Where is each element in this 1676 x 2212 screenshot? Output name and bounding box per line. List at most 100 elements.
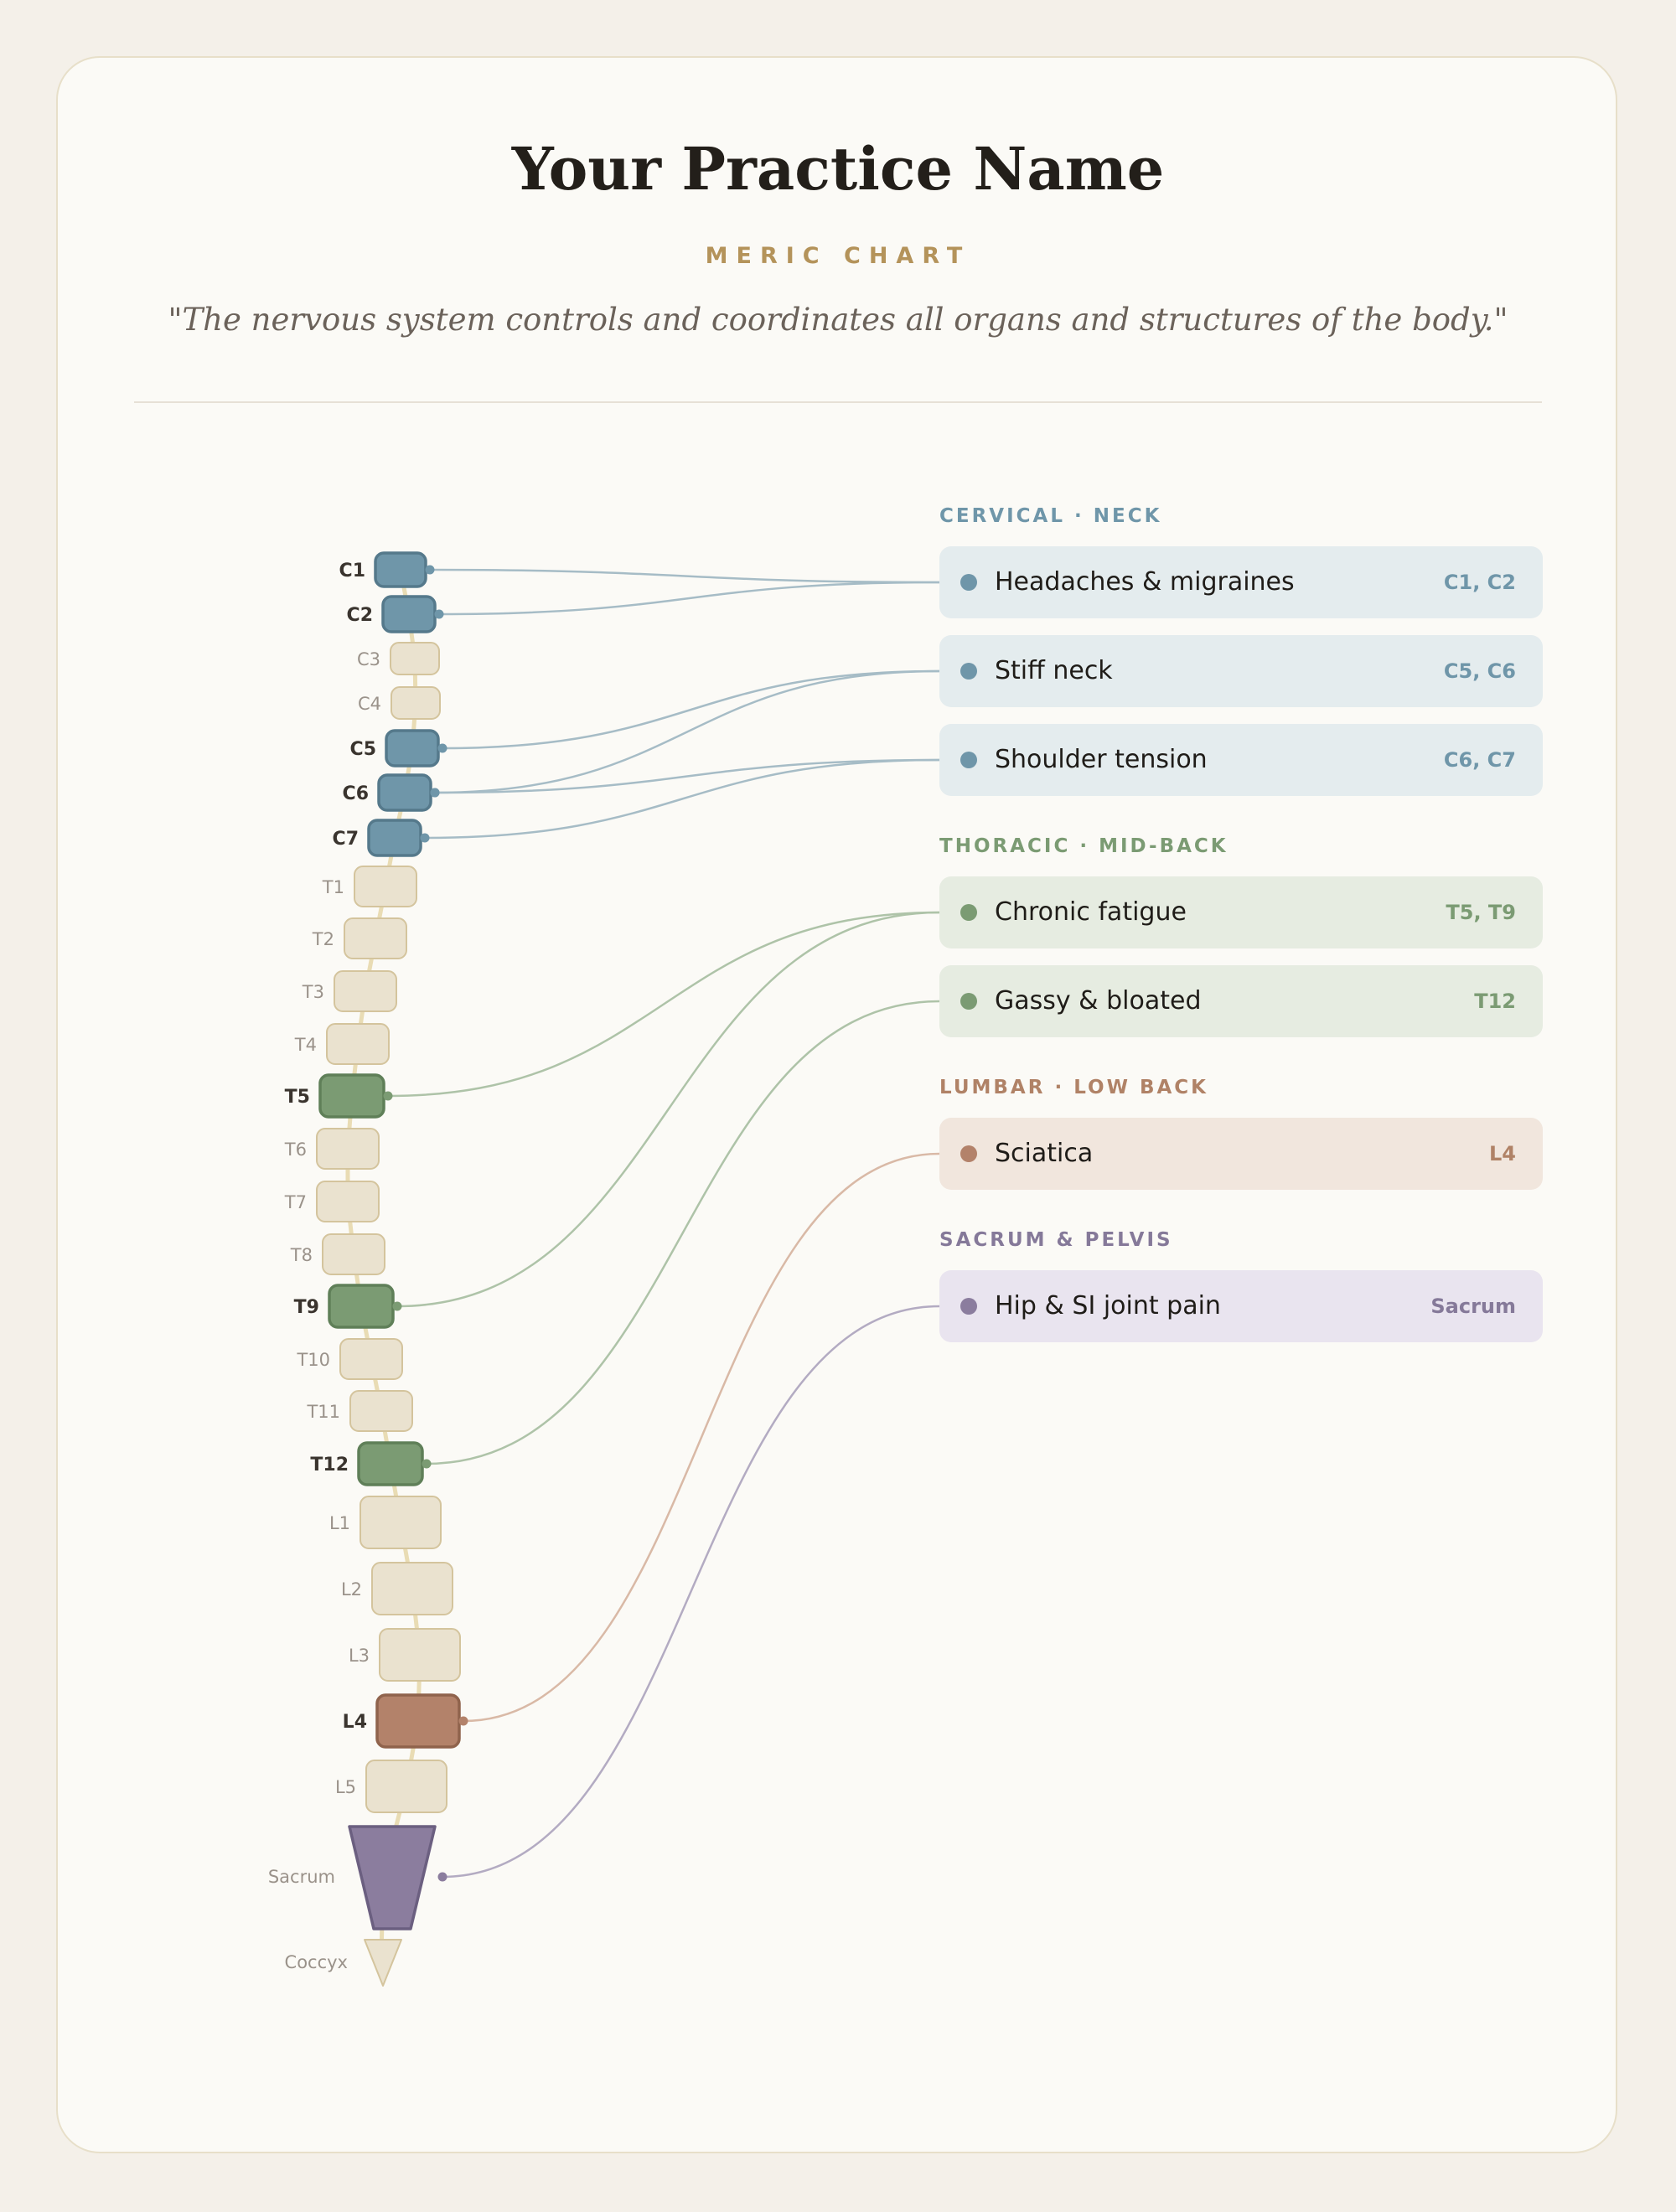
connector-line-c6: [434, 758, 940, 794]
chart-card: [56, 56, 1617, 2153]
vertebra-t4[interactable]: [326, 1023, 390, 1065]
condition-dot-icon: [960, 993, 977, 1010]
connector-line-sacrum: [442, 1305, 940, 1879]
connector-line-c2: [438, 581, 940, 616]
vertebra-t12[interactable]: [357, 1441, 424, 1486]
connector-dot-sacrum: [437, 1872, 447, 1882]
vertebra-label-l4: L4: [343, 1712, 367, 1733]
condition-levels: C5, C6: [1443, 659, 1516, 683]
connector-line-c1: [429, 568, 940, 584]
condition-levels: T12: [1474, 990, 1516, 1013]
vertebra-label-l3: L3: [349, 1646, 370, 1666]
condition-card[interactable]: Chronic fatigue T5, T9: [939, 876, 1543, 948]
vertebra-l4[interactable]: [375, 1693, 461, 1749]
condition-name: Stiff neck: [995, 656, 1113, 685]
vertebra-t3[interactable]: [334, 970, 397, 1012]
vertebra-t7[interactable]: [316, 1181, 380, 1222]
condition-name: Hip & SI joint pain: [995, 1291, 1221, 1320]
connector-line-c5: [442, 669, 940, 750]
vertebra-t9[interactable]: [328, 1284, 395, 1329]
connector-line-c6: [434, 669, 940, 794]
condition-name: Shoulder tension: [995, 745, 1208, 774]
vertebra-label-c6: C6: [343, 783, 369, 804]
vertebra-label-c1: C1: [339, 561, 365, 581]
section-header-sacrum: SACRUM & PELVIS: [939, 1229, 1173, 1251]
practice-name: Your Practice Name: [511, 134, 1165, 204]
vertebra-l5[interactable]: [365, 1760, 447, 1813]
vertebra-t11[interactable]: [349, 1390, 413, 1432]
vertebra-c7[interactable]: [367, 819, 422, 857]
vertebra-l2[interactable]: [371, 1562, 453, 1615]
chart-quote: "The nervous system controls and coordin…: [168, 302, 1508, 338]
vertebra-t10[interactable]: [339, 1338, 403, 1380]
vertebra-c1[interactable]: [374, 551, 427, 588]
condition-name: Headaches & migraines: [995, 567, 1295, 597]
connector-dot-l4: [458, 1716, 468, 1726]
section-header-lumbar: LUMBAR · LOW BACK: [939, 1077, 1208, 1098]
vertebra-label-c7: C7: [333, 829, 359, 850]
connector-dot-c7: [420, 833, 430, 843]
vertebra-c3[interactable]: [390, 642, 440, 675]
vertebra-t1[interactable]: [354, 866, 417, 907]
vertebra-c4[interactable]: [391, 686, 441, 720]
section-header-thoracic: THORACIC · MID-BACK: [939, 835, 1229, 857]
condition-dot-icon: [960, 904, 977, 921]
coccyx-shape: [364, 1939, 402, 1987]
condition-levels: Sacrum: [1430, 1295, 1516, 1318]
condition-name: Gassy & bloated: [995, 986, 1202, 1016]
condition-levels: C6, C7: [1443, 748, 1516, 772]
vertebra-label-t10: T10: [296, 1350, 330, 1370]
connector-dot-c2: [434, 609, 444, 619]
condition-levels: L4: [1489, 1142, 1516, 1165]
vertebra-c5[interactable]: [385, 729, 440, 767]
sacrum-label: Sacrum: [268, 1867, 335, 1887]
vertebra-label-c4: C4: [358, 694, 381, 714]
vertebra-l3[interactable]: [379, 1628, 461, 1682]
vertebra-label-c5: C5: [350, 739, 376, 760]
condition-name: Sciatica: [995, 1139, 1094, 1168]
sacrum-shape[interactable]: [348, 1825, 437, 1930]
connector-dot-t9: [392, 1301, 402, 1311]
vertebra-t6[interactable]: [316, 1128, 380, 1170]
connector-line-l4: [463, 1152, 940, 1723]
vertebra-label-l5: L5: [335, 1777, 356, 1797]
condition-dot-icon: [960, 752, 977, 768]
vertebra-label-t5: T5: [285, 1087, 310, 1108]
vertebra-label-t2: T2: [312, 929, 334, 949]
connector-dot-t12: [422, 1459, 432, 1469]
header-divider: [134, 401, 1542, 403]
connector-dot-t5: [383, 1091, 393, 1101]
vertebra-label-t1: T1: [322, 877, 344, 897]
condition-card[interactable]: Sciatica L4: [939, 1118, 1543, 1190]
connector-line-t5: [387, 911, 940, 1098]
vertebra-label-l2: L2: [341, 1579, 362, 1600]
vertebra-t2[interactable]: [344, 917, 407, 959]
condition-card[interactable]: Headaches & migraines C1, C2: [939, 546, 1543, 618]
vertebra-label-t12: T12: [310, 1455, 349, 1476]
connector-line-c7: [424, 758, 940, 840]
connector-dot-c6: [430, 788, 440, 798]
condition-name: Chronic fatigue: [995, 897, 1187, 927]
vertebra-label-c2: C2: [347, 605, 373, 626]
vertebra-l1[interactable]: [360, 1496, 442, 1549]
vertebra-c6[interactable]: [377, 773, 432, 812]
vertebra-t8[interactable]: [322, 1233, 385, 1275]
vertebra-label-t3: T3: [302, 982, 324, 1002]
condition-dot-icon: [960, 1298, 977, 1315]
connector-line-t12: [426, 1000, 940, 1465]
connector-dot-c1: [425, 565, 435, 575]
condition-card[interactable]: Stiff neck C5, C6: [939, 635, 1543, 707]
vertebra-label-t7: T7: [284, 1192, 307, 1212]
condition-levels: C1, C2: [1443, 571, 1516, 594]
condition-card[interactable]: Hip & SI joint pain Sacrum: [939, 1270, 1543, 1342]
vertebra-label-t8: T8: [290, 1245, 313, 1265]
vertebra-label-t6: T6: [284, 1140, 307, 1160]
vertebra-t5[interactable]: [318, 1073, 385, 1119]
condition-levels: T5, T9: [1446, 901, 1516, 924]
vertebra-label-t11: T11: [306, 1402, 340, 1422]
condition-card[interactable]: Gassy & bloated T12: [939, 965, 1543, 1037]
vertebra-c2[interactable]: [381, 595, 437, 633]
connector-dot-c5: [437, 743, 447, 753]
condition-card[interactable]: Shoulder tension C6, C7: [939, 724, 1543, 796]
